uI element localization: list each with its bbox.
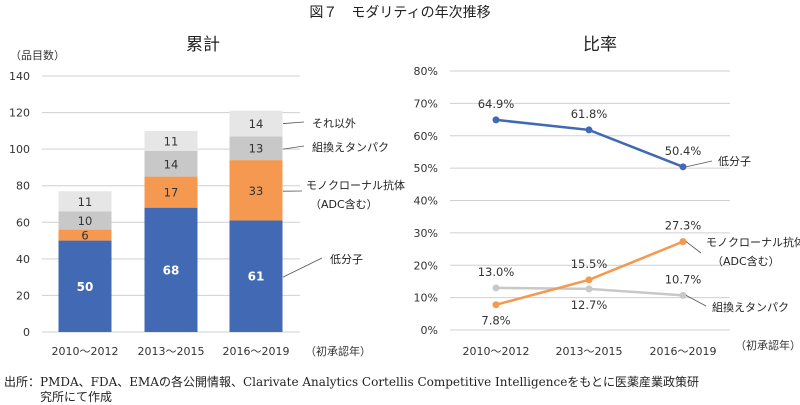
data-label: 33 <box>249 184 264 198</box>
y-tick-label: 70% <box>414 97 438 110</box>
bar-segment <box>229 110 283 137</box>
data-point <box>585 276 593 284</box>
bar-segment <box>58 211 112 230</box>
data-label: 14 <box>249 117 264 131</box>
series-label: 組換えタンパク <box>312 141 389 154</box>
bar-segment <box>58 191 112 212</box>
y-tick-label: 40% <box>414 195 438 208</box>
data-label: 11 <box>78 195 93 209</box>
x-tick-label: 2016～2019 <box>223 345 290 358</box>
stacked-bar-chart: 累計 （品目数） 0 20 40 60 80 100 120 140 2010～2012 50 610 1… <box>9 35 405 358</box>
data-label: 10.7% <box>665 272 702 286</box>
line-chart: 比率 0% 10% 20% 30% 40% 50% 60% 70% 80% 2010～2012 201… <box>414 35 800 358</box>
leader-line <box>282 145 305 150</box>
bar-segment <box>229 160 283 221</box>
y-tick-label: 20 <box>16 289 30 302</box>
data-label: 61 <box>248 270 265 284</box>
chart-title: 累計 <box>186 35 220 55</box>
data-label: 6 <box>81 229 88 243</box>
chart-title: 比率 <box>583 35 617 55</box>
y-tick-label: 0 <box>23 326 30 339</box>
y-tick-label: 100 <box>9 143 30 156</box>
leader-line <box>282 121 305 124</box>
data-label: 10 <box>78 214 93 228</box>
data-label: 12.7% <box>571 298 608 312</box>
bar-segment <box>144 176 198 208</box>
series-line <box>495 240 684 306</box>
y-tick-label: 30% <box>414 227 438 240</box>
y-axis-label: （品目数） <box>10 49 65 62</box>
source-note-line2: 究所にて作成 <box>40 389 112 404</box>
series-label: モノクローナル抗体 <box>706 235 800 249</box>
series-label: それ以外 <box>312 117 356 130</box>
series-label: 低分子 <box>330 253 363 266</box>
data-label: 50 <box>77 280 94 294</box>
bar-segment <box>144 130 198 151</box>
source-note-line1: 出所：PMDA、FDA、EMAの各公開情報、Clarivate Analytic… <box>4 374 699 389</box>
bar-segment <box>144 150 198 177</box>
bar-segment <box>58 240 112 332</box>
data-point <box>679 163 687 171</box>
data-point <box>492 116 500 124</box>
data-label: 68 <box>163 263 180 277</box>
data-point <box>679 238 687 246</box>
series-label: モノクローナル抗体 <box>306 178 405 192</box>
y-tick-label: 60% <box>414 130 438 143</box>
series-label: （ADC含む） <box>712 254 780 268</box>
data-label: 13.0% <box>478 265 515 279</box>
y-tick-label: 40 <box>16 253 30 266</box>
x-tick-label: 2013～2015 <box>138 345 205 358</box>
leader-line <box>282 257 323 278</box>
data-point <box>492 301 500 309</box>
data-point <box>585 285 593 293</box>
data-point <box>492 284 500 292</box>
leader-line <box>685 295 707 307</box>
leader-line <box>685 241 702 254</box>
y-tick-label: 140 <box>9 70 30 83</box>
data-label: 17 <box>164 186 179 200</box>
x-tick-label: 2013～2015 <box>556 345 623 358</box>
data-label: 7.8% <box>481 314 510 328</box>
y-tick-label: 20% <box>414 259 438 272</box>
data-point <box>679 291 687 299</box>
bar-segment <box>229 220 283 332</box>
data-label: 61.8% <box>571 107 608 121</box>
data-label: 27.3% <box>665 219 702 233</box>
y-tick-label: 80 <box>16 180 30 193</box>
y-tick-label: 10% <box>414 292 438 305</box>
leader-line <box>685 160 713 168</box>
data-label: 14 <box>164 157 179 171</box>
bar-segment <box>58 229 112 241</box>
data-label: 13 <box>249 142 264 156</box>
y-tick-label: 120 <box>9 107 30 120</box>
y-tick-label: 50% <box>414 162 438 175</box>
data-label: 64.9% <box>478 97 515 111</box>
x-tick-label: 2010～2012 <box>52 345 119 358</box>
y-tick-label: 80% <box>414 65 438 78</box>
series-label: 組換えタンパク <box>712 301 789 314</box>
bar-segment <box>229 136 283 161</box>
x-axis-label: （初承認年） <box>735 338 800 352</box>
figure-title: 図７ モダリティの年次推移 <box>309 5 490 21</box>
series-label: （ADC含む） <box>310 197 378 211</box>
data-label: 11 <box>164 134 179 148</box>
x-tick-label: 2016～2019 <box>650 345 717 358</box>
series-label: 低分子 <box>718 155 751 168</box>
data-point <box>585 126 593 134</box>
data-label: 15.5% <box>571 257 608 271</box>
y-tick-label: 0% <box>421 324 438 337</box>
x-tick-label: 2010～2012 <box>463 345 530 358</box>
y-tick-label: 60 <box>16 216 30 229</box>
bar-segment <box>144 207 198 332</box>
data-label: 50.4% <box>665 144 702 158</box>
x-axis-label: （初承認年） <box>305 344 371 358</box>
